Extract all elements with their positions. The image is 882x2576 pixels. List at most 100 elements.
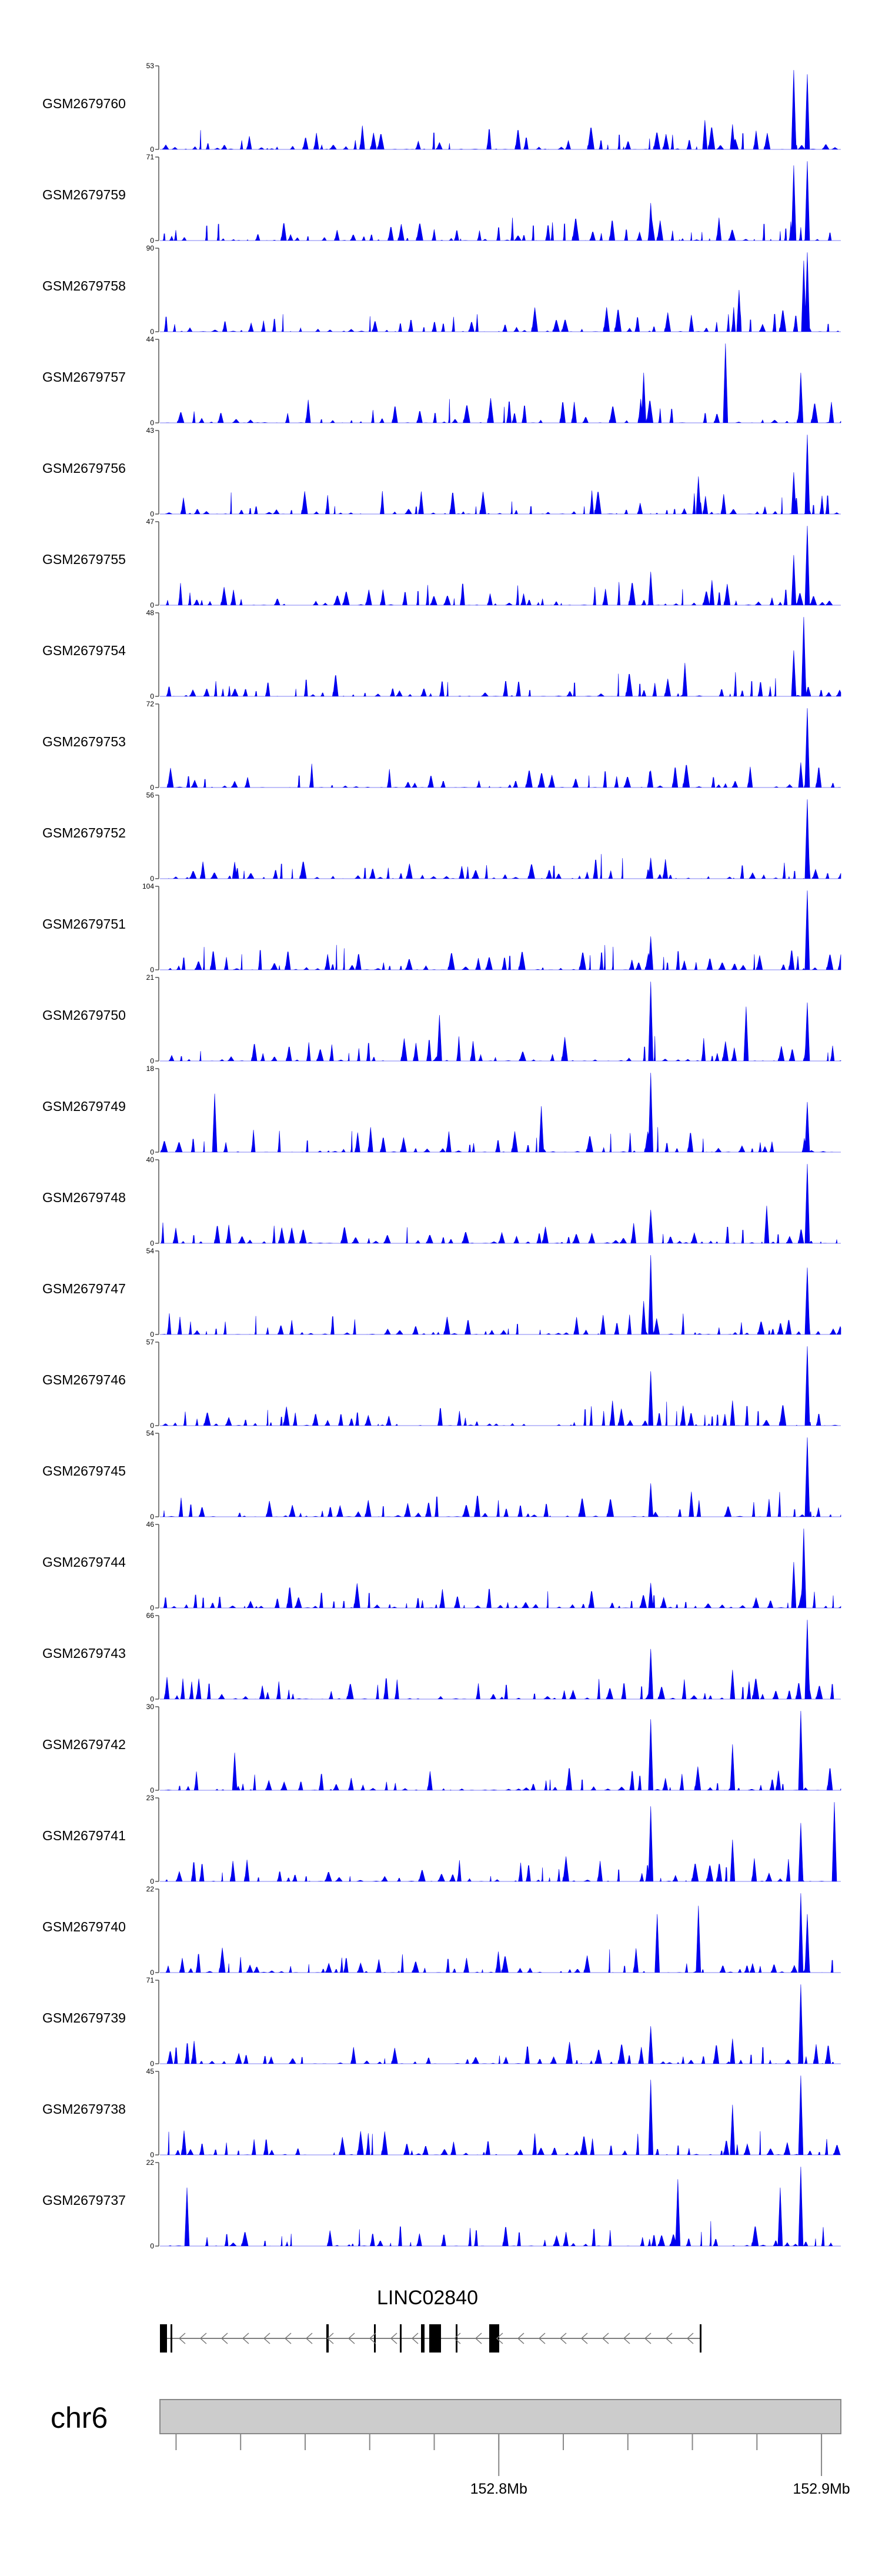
y-max-label: 66 (146, 1611, 155, 1620)
coverage-area (160, 617, 841, 697)
gene-model-LINC02840 (160, 2324, 701, 2353)
track-GSM2679754: GSM2679754 48 0 (42, 609, 841, 700)
y-max-label: 22 (146, 1885, 155, 1893)
track-GSM2679757: GSM2679757 44 0 (42, 335, 841, 427)
coverage-area (160, 1073, 841, 1153)
strand-arrow (538, 2333, 546, 2344)
coverage-area (160, 435, 841, 515)
y-min-label: 0 (150, 1604, 154, 1612)
y-min-label: 0 (150, 1330, 154, 1339)
y-min-label: 0 (150, 145, 154, 154)
track-GSM2679748: GSM2679748 40 0 (42, 1156, 841, 1247)
track-label: GSM2679737 (42, 2193, 126, 2208)
coverage-area (160, 1437, 841, 1517)
y-max-label: 48 (146, 609, 155, 617)
track-GSM2679750: GSM2679750 21 0 (42, 973, 841, 1065)
track-GSM2679744: GSM2679744 46 0 (42, 1520, 841, 1612)
y-max-label: 22 (146, 2158, 155, 2167)
coverage-area (160, 708, 841, 788)
y-min-label: 0 (150, 1422, 154, 1430)
y-max-label: 23 (146, 1794, 155, 1802)
track-GSM2679752: GSM2679752 56 0 (42, 791, 841, 883)
track-label: GSM2679753 (42, 734, 126, 749)
track-GSM2679758: GSM2679758 90 0 (42, 244, 841, 336)
track-label: GSM2679742 (42, 1737, 126, 1752)
strand-arrow (559, 2333, 567, 2344)
coverage-area (160, 70, 841, 150)
y-min-label: 0 (150, 783, 154, 792)
gene-exon (160, 2324, 167, 2353)
track-label: GSM2679743 (42, 1646, 126, 1661)
y-max-label: 71 (146, 153, 155, 161)
track-GSM2679745: GSM2679745 54 0 (42, 1429, 841, 1521)
y-min-label: 0 (150, 966, 154, 974)
strand-arrow (475, 2333, 482, 2344)
y-max-label: 47 (146, 518, 155, 526)
coverage-area (160, 161, 841, 241)
strand-arrow (665, 2333, 673, 2344)
strand-arrow (284, 2333, 292, 2344)
track-GSM2679755: GSM2679755 47 0 (42, 518, 841, 609)
track-label: GSM2679754 (42, 643, 126, 658)
track-GSM2679738: GSM2679738 45 0 (42, 2067, 841, 2159)
y-max-label: 72 (146, 700, 155, 708)
y-max-label: 44 (146, 335, 155, 343)
strand-arrow (199, 2333, 207, 2344)
chromosome-label: chr6 (51, 2401, 108, 2434)
y-max-label: 53 (146, 62, 155, 70)
track-GSM2679739: GSM2679739 71 0 (42, 1976, 841, 2068)
gene-track: LINC02840 (160, 2287, 701, 2353)
gene-exon (374, 2324, 376, 2353)
y-max-label: 43 (146, 426, 155, 435)
strand-arrow (496, 2333, 503, 2344)
strand-arrow (305, 2333, 313, 2344)
track-GSM2679756: GSM2679756 43 0 (42, 426, 841, 518)
track-GSM2679749: GSM2679749 18 0 (42, 1065, 841, 1156)
track-label: GSM2679744 (42, 1554, 126, 1570)
y-min-label: 0 (150, 875, 154, 883)
y-min-label: 0 (150, 1968, 154, 1977)
y-min-label: 0 (150, 328, 154, 336)
coverage-area (160, 1529, 841, 1609)
track-label: GSM2679746 (42, 1372, 126, 1387)
track-GSM2679751: GSM2679751 104 0 (42, 882, 841, 974)
coverage-area (160, 1255, 841, 1335)
track-GSM2679743: GSM2679743 66 0 (42, 1611, 841, 1703)
coverage-area (160, 1711, 841, 1791)
coverage-area (160, 890, 841, 970)
y-min-label: 0 (150, 1695, 154, 1703)
strand-arrow (178, 2333, 186, 2344)
axis-tick-label: 152.9Mb (793, 2481, 850, 2497)
gene-exon (700, 2324, 701, 2353)
strand-arrow (220, 2333, 228, 2344)
y-min-label: 0 (150, 1513, 154, 1521)
track-label: GSM2679739 (42, 2010, 126, 2026)
strand-arrow (580, 2333, 588, 2344)
gene-exon (171, 2324, 172, 2353)
track-GSM2679746: GSM2679746 57 0 (42, 1338, 841, 1430)
coverage-area (160, 1984, 841, 2064)
strand-arrow (263, 2333, 270, 2344)
track-label: GSM2679740 (42, 1919, 126, 1934)
y-max-label: 54 (146, 1429, 155, 1437)
track-label: GSM2679741 (42, 1828, 126, 1843)
track-GSM2679740: GSM2679740 22 0 (42, 1885, 841, 1977)
track-label: GSM2679759 (42, 187, 126, 202)
gene-exon (456, 2324, 457, 2353)
y-max-label: 21 (146, 973, 155, 982)
strand-arrow (517, 2333, 524, 2344)
track-label: GSM2679760 (42, 96, 126, 111)
chromosome-bar (159, 2399, 841, 2434)
strand-arrow (644, 2333, 652, 2344)
y-max-label: 46 (146, 1520, 155, 1529)
track-GSM2679753: GSM2679753 72 0 (42, 700, 841, 792)
track-GSM2679760: GSM2679760 53 0 (42, 62, 841, 154)
y-min-label: 0 (150, 1057, 154, 1065)
coverage-area (160, 2167, 841, 2247)
track-label: GSM2679755 (42, 552, 126, 567)
y-min-label: 0 (150, 1239, 154, 1247)
y-max-label: 18 (146, 1065, 155, 1073)
coverage-area (160, 1620, 841, 1700)
y-max-label: 57 (146, 1338, 155, 1346)
